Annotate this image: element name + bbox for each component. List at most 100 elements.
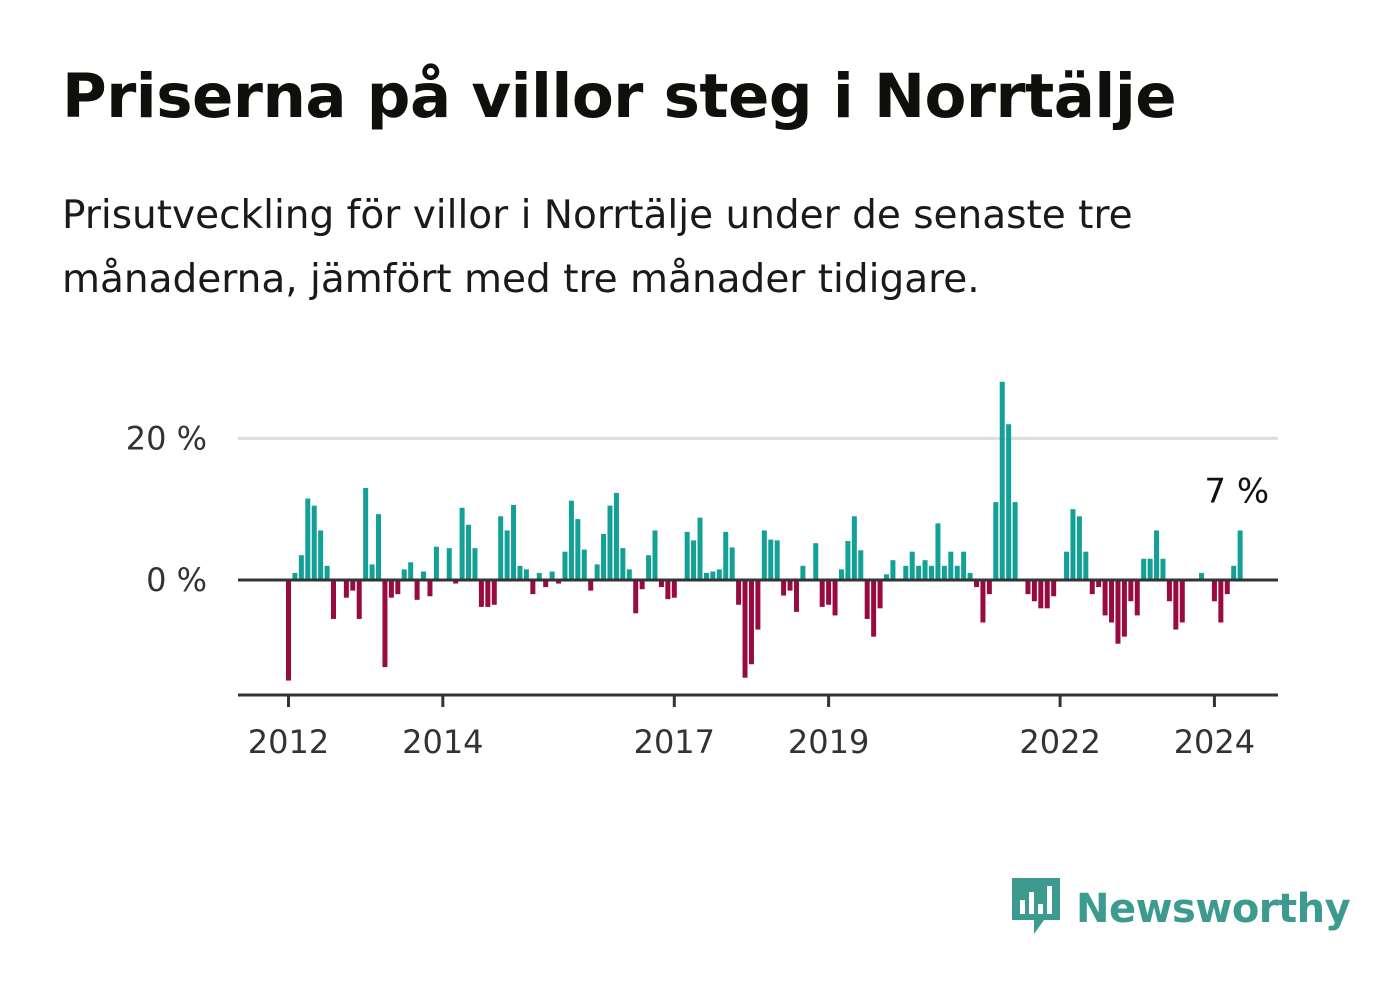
bar xyxy=(697,517,703,580)
bar xyxy=(575,519,581,580)
bar xyxy=(864,580,870,619)
x-tick-label: 2014 xyxy=(402,723,483,761)
x-tick-label: 2012 xyxy=(248,723,329,761)
bar xyxy=(427,580,433,597)
bar xyxy=(684,531,690,580)
bar xyxy=(536,572,542,580)
bar xyxy=(1141,558,1147,580)
bar xyxy=(298,555,304,580)
bar xyxy=(1166,580,1172,602)
bar xyxy=(1096,580,1102,588)
bar xyxy=(768,539,774,580)
bar xyxy=(568,500,574,580)
bar xyxy=(472,548,478,580)
bar xyxy=(980,580,986,623)
bar xyxy=(838,569,844,580)
bar xyxy=(1218,580,1224,623)
bar xyxy=(909,551,915,580)
bar xyxy=(929,565,934,580)
bar xyxy=(1102,580,1108,616)
bar xyxy=(556,580,562,584)
bar xyxy=(408,562,414,580)
bar xyxy=(916,565,922,580)
bar xyxy=(639,580,645,590)
bar xyxy=(511,504,517,580)
bar xyxy=(665,580,671,600)
bar xyxy=(1031,580,1037,602)
bar xyxy=(382,580,388,668)
bar xyxy=(433,546,439,580)
bar xyxy=(1147,558,1153,580)
bar xyxy=(633,580,639,614)
bar xyxy=(941,565,947,580)
bar xyxy=(1038,580,1044,609)
bar xyxy=(446,548,452,580)
y-tick-label: 20 % xyxy=(126,419,207,457)
x-tick-label: 2024 xyxy=(1174,723,1255,761)
bar xyxy=(318,530,324,580)
axis-layer xyxy=(238,578,1278,707)
bar xyxy=(1076,516,1082,580)
bar xyxy=(543,580,549,588)
bar xyxy=(1012,502,1018,580)
bar xyxy=(1044,580,1050,609)
labels-layer: 0 % 20 % 2012 2014 2017 2019 2022 2024 7 % xyxy=(126,419,1269,761)
bar xyxy=(588,580,594,591)
bar xyxy=(331,580,337,619)
bar xyxy=(401,569,407,580)
bar xyxy=(883,574,889,580)
last-value-label: 7 % xyxy=(1204,471,1269,511)
bar xyxy=(286,580,291,681)
bar xyxy=(613,492,619,580)
bar xyxy=(581,549,587,580)
bar xyxy=(781,580,787,596)
bar xyxy=(453,580,459,584)
bar xyxy=(755,580,761,630)
bar xyxy=(504,530,510,580)
bar xyxy=(350,580,356,591)
bar xyxy=(819,580,825,607)
bar xyxy=(376,514,382,580)
bar xyxy=(1211,580,1217,602)
bar xyxy=(517,565,523,580)
brand-logo: Newsworthy xyxy=(1010,876,1351,942)
bar xyxy=(903,565,909,580)
bar xyxy=(671,580,677,598)
bar xyxy=(1006,424,1012,580)
bar xyxy=(491,580,497,605)
x-tick-label: 2019 xyxy=(788,723,869,761)
bar xyxy=(498,516,504,580)
bar xyxy=(832,580,838,616)
bar xyxy=(954,565,960,580)
bar xyxy=(813,543,819,580)
brand-name: Newsworthy xyxy=(1076,886,1351,932)
bar xyxy=(369,564,375,580)
bar xyxy=(594,564,600,580)
bar xyxy=(395,580,401,595)
bar xyxy=(787,580,793,591)
bar xyxy=(1128,580,1134,602)
bar xyxy=(961,551,967,580)
bar xyxy=(1089,580,1095,595)
bar xyxy=(1064,551,1070,580)
bar xyxy=(607,505,613,580)
bar xyxy=(485,580,491,607)
bar xyxy=(523,569,529,580)
bar xyxy=(723,531,729,580)
bar xyxy=(466,524,472,580)
bar xyxy=(562,551,568,580)
bar xyxy=(646,555,652,580)
bar xyxy=(710,571,716,580)
x-tick-label: 2017 xyxy=(634,723,715,761)
bar xyxy=(311,505,317,580)
bar xyxy=(877,580,883,609)
bar xyxy=(1173,580,1179,630)
newsworthy-logo-icon xyxy=(1010,876,1062,942)
bar xyxy=(1109,580,1115,623)
bar xyxy=(948,551,954,580)
bar xyxy=(421,571,427,580)
bar xyxy=(922,560,928,580)
bar xyxy=(729,547,735,580)
bar xyxy=(1083,551,1089,580)
bar xyxy=(986,580,992,595)
